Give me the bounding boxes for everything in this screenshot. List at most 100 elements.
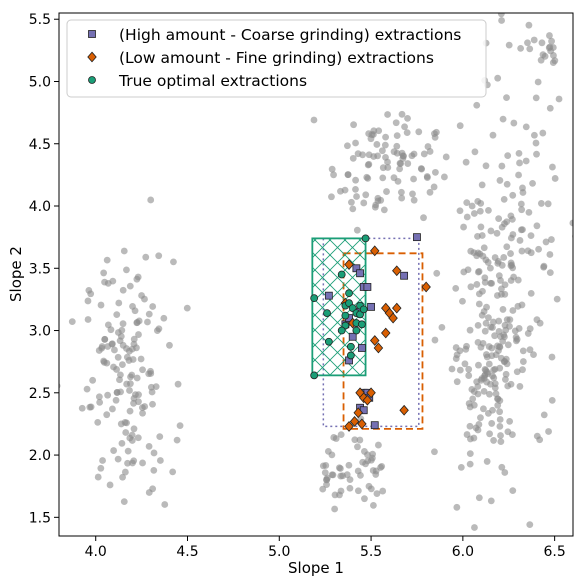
background-point	[519, 366, 526, 374]
background-point	[130, 394, 138, 402]
legend-label: True optimal extractions	[118, 72, 307, 90]
background-point	[555, 95, 563, 103]
background-point	[491, 365, 499, 373]
background-point	[463, 213, 471, 221]
background-point	[518, 301, 526, 309]
background-point	[500, 195, 508, 203]
background-point	[476, 207, 484, 215]
y-tick-label: 2.5	[29, 386, 51, 402]
background-point	[495, 317, 503, 325]
optimal-point	[346, 351, 355, 360]
background-point	[169, 468, 177, 476]
optimal-point	[346, 342, 355, 351]
background-point	[456, 207, 464, 215]
background-point	[130, 335, 138, 343]
optimal-point	[324, 337, 333, 346]
background-point	[477, 376, 485, 384]
background-point	[529, 179, 536, 187]
background-point	[541, 52, 549, 60]
background-point	[408, 152, 416, 160]
background-point	[94, 473, 102, 481]
background-point	[485, 314, 492, 322]
background-point	[461, 360, 469, 368]
background-point	[498, 463, 506, 471]
background-point	[487, 279, 495, 287]
background-point	[141, 295, 148, 303]
fine-point	[353, 407, 363, 419]
background-point	[534, 78, 542, 86]
background-point	[533, 222, 541, 230]
background-point	[362, 191, 370, 199]
fine-point	[381, 327, 391, 339]
background-point	[540, 411, 548, 419]
background-point	[134, 273, 142, 281]
background-point	[503, 94, 510, 102]
background-point	[409, 190, 416, 198]
background-point	[549, 163, 556, 171]
background-point	[456, 122, 464, 130]
background-point	[120, 247, 128, 255]
background-point	[507, 380, 515, 388]
background-point	[84, 297, 92, 305]
background-point	[532, 94, 540, 102]
background-point	[498, 285, 505, 293]
background-point	[354, 150, 362, 158]
background-point	[477, 414, 484, 422]
background-point	[524, 330, 532, 337]
background-point	[530, 131, 538, 139]
background-point	[133, 374, 141, 382]
background-point	[535, 245, 542, 253]
background-point	[548, 236, 555, 243]
background-point	[482, 256, 490, 264]
background-point	[100, 358, 108, 366]
background-point	[540, 262, 548, 270]
background-point	[542, 238, 550, 246]
background-point	[123, 380, 131, 388]
background-point	[488, 352, 496, 360]
background-point	[475, 361, 482, 369]
background-point	[497, 432, 504, 439]
background-point	[497, 354, 505, 362]
background-point	[365, 130, 373, 138]
background-point	[452, 284, 460, 292]
background-point	[491, 254, 499, 261]
background-point	[480, 542, 487, 549]
background-point	[506, 322, 513, 330]
background-point	[501, 376, 509, 383]
background-point	[107, 326, 115, 334]
background-point	[479, 340, 487, 347]
fine-point	[344, 259, 354, 270]
background-point	[89, 376, 97, 384]
background-point	[539, 129, 547, 137]
background-point	[344, 171, 352, 178]
y-tick-label: 4.5	[29, 137, 51, 153]
background-point	[173, 436, 181, 444]
background-point	[354, 487, 362, 495]
background-point	[348, 198, 355, 206]
background-point	[487, 323, 495, 331]
background-point	[119, 320, 127, 328]
background-point	[149, 400, 156, 408]
background-point	[493, 229, 501, 237]
background-point	[525, 21, 533, 29]
x-tick-label: 5.5	[360, 544, 382, 560]
background-point	[328, 193, 335, 201]
background-point	[124, 459, 131, 467]
background-point	[536, 319, 544, 327]
background-point	[166, 341, 173, 349]
background-point	[344, 142, 351, 150]
background-point	[431, 130, 438, 138]
background-point	[114, 455, 122, 463]
background-point	[508, 431, 516, 439]
background-point	[404, 160, 412, 167]
background-point	[396, 165, 404, 173]
axes: 4.0 4.5 5.0 5.5 6.0 6.5 1.5 2.0 2.5 3.0 3.5 4.0 4.5 5…	[29, 12, 566, 560]
optimal-point	[341, 311, 350, 320]
background-point	[519, 226, 526, 234]
background-point	[517, 200, 525, 208]
background-point	[474, 197, 482, 205]
background-point	[460, 223, 467, 231]
coarse-point	[363, 283, 372, 291]
background-point	[384, 111, 391, 118]
background-point	[410, 175, 417, 183]
